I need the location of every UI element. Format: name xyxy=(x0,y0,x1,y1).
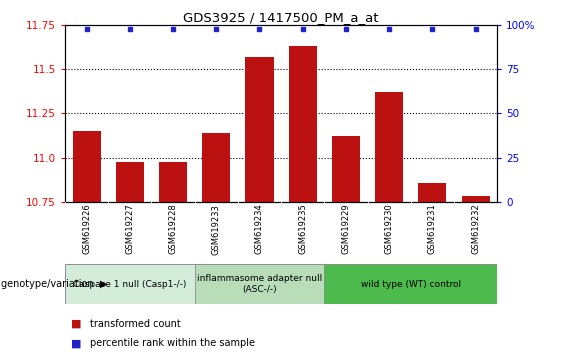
Bar xyxy=(65,264,194,304)
Bar xyxy=(202,133,231,202)
Text: ■: ■ xyxy=(71,319,81,329)
Text: GSM619228: GSM619228 xyxy=(168,204,177,255)
Title: GDS3925 / 1417500_PM_a_at: GDS3925 / 1417500_PM_a_at xyxy=(183,11,379,24)
Text: GSM619226: GSM619226 xyxy=(82,204,91,255)
Text: percentile rank within the sample: percentile rank within the sample xyxy=(90,338,255,348)
Bar xyxy=(418,183,446,202)
Text: GSM619233: GSM619233 xyxy=(212,204,221,255)
Bar xyxy=(194,264,324,304)
Bar xyxy=(375,92,403,202)
Text: GSM619235: GSM619235 xyxy=(298,204,307,255)
Bar xyxy=(324,264,497,304)
Text: inflammasome adapter null
(ASC-/-): inflammasome adapter null (ASC-/-) xyxy=(197,274,322,294)
Text: GSM619232: GSM619232 xyxy=(471,204,480,255)
Bar xyxy=(289,46,317,202)
Bar xyxy=(72,131,101,202)
Text: GSM619229: GSM619229 xyxy=(341,204,350,254)
Bar xyxy=(332,136,360,202)
Text: GSM619231: GSM619231 xyxy=(428,204,437,255)
Text: genotype/variation  ▶: genotype/variation ▶ xyxy=(1,279,107,289)
Text: GSM619234: GSM619234 xyxy=(255,204,264,255)
Bar xyxy=(159,162,187,202)
Bar xyxy=(116,162,144,202)
Text: Caspase 1 null (Casp1-/-): Caspase 1 null (Casp1-/-) xyxy=(73,280,186,289)
Text: GSM619227: GSM619227 xyxy=(125,204,134,255)
Text: ■: ■ xyxy=(71,338,81,348)
Bar xyxy=(462,196,490,202)
Text: transformed count: transformed count xyxy=(90,319,181,329)
Text: wild type (WT) control: wild type (WT) control xyxy=(360,280,461,289)
Text: GSM619230: GSM619230 xyxy=(385,204,394,255)
Bar xyxy=(245,57,273,202)
